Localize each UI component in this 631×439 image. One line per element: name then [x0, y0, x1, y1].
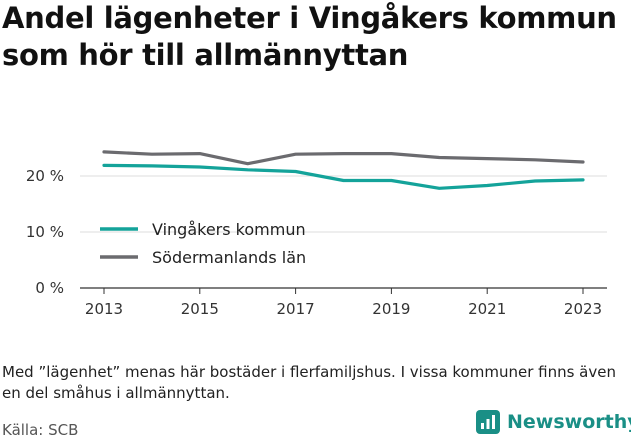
newsworthy-logo[interactable]: Newsworthy: [476, 408, 631, 436]
x-tick-label: 2021: [468, 300, 506, 318]
x-tick-label: 2019: [372, 300, 410, 318]
legend: Vingåkers kommun Södermanlands län: [100, 220, 306, 267]
series-line-sodermanland: [102, 150, 585, 166]
gridlines: [80, 175, 607, 233]
source-credit: Källa: SCB: [2, 421, 79, 439]
x-tick-label: 2017: [277, 300, 315, 318]
series-lines: [102, 150, 585, 190]
x-tick-label: 2015: [181, 300, 219, 318]
x-tick-label: 2023: [564, 300, 602, 318]
x-tick-label: 2013: [85, 300, 123, 318]
axes: 0 % 10 % 20 % 2013 2015 2017 2019 2021 2023: [26, 167, 607, 318]
chart-title: Andel lägenheter i Vingåkers kommun som …: [2, 1, 617, 72]
y-tick-label: 10 %: [26, 223, 64, 241]
line-chart: 0 % 10 % 20 % 2013 2015 2017 2019 2021 2023 Ving…: [26, 150, 607, 318]
legend-label: Vingåkers kommun: [152, 220, 306, 239]
footnote: Med ”lägenhet” menas här bostäder i fler…: [2, 363, 616, 402]
series-line-vingaker: [102, 163, 585, 190]
newsworthy-logo-text: Newsworthy: [507, 411, 631, 433]
y-tick-label: 0 %: [35, 279, 64, 297]
y-tick-label: 20 %: [26, 167, 64, 185]
newsworthy-logo-icon: [476, 410, 500, 434]
legend-label: Södermanlands län: [152, 248, 306, 267]
